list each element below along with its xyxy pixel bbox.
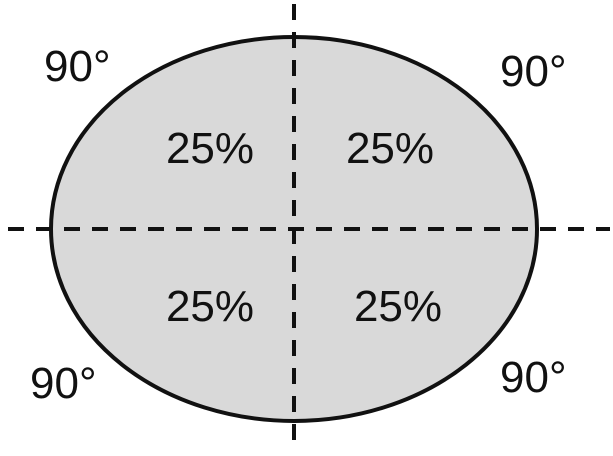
quadrant-top-left-share: 25% [166,124,254,173]
quadrant-bottom-right-share: 25% [354,282,442,331]
quadrant-top-right-angle: 90° [500,47,567,96]
quadrant-bottom-left-angle: 90° [30,359,97,408]
quadrant-top-right-share: 25% [346,124,434,173]
quadrant-bottom-right-angle: 90° [500,353,567,402]
quadrant-bottom-left-share: 25% [166,282,254,331]
quadrant-top-left-angle: 90° [44,42,111,91]
